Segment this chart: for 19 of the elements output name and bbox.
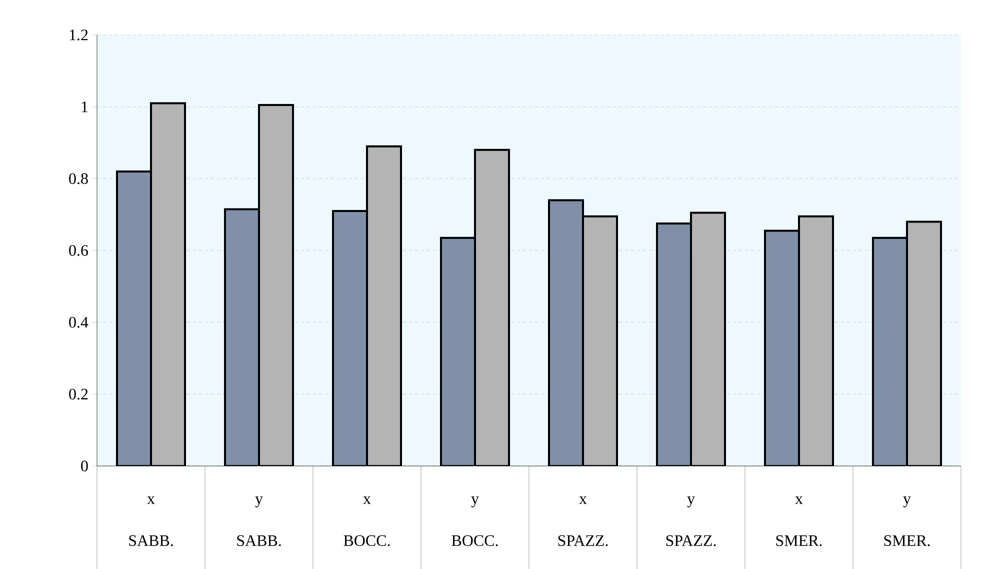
y-tick-label: 0.8 xyxy=(69,173,88,184)
category-label: x SMER. xyxy=(776,496,822,546)
bar xyxy=(548,199,584,466)
y-tick-label: 0.2 xyxy=(69,388,88,400)
category-label: x SPAZZ. xyxy=(558,496,608,546)
category-label: y SMER. xyxy=(884,496,930,546)
y-tick-label: 1 xyxy=(82,102,88,112)
bar xyxy=(474,148,510,466)
category-label: x SABB. xyxy=(129,496,173,546)
category-label: y BOCC. xyxy=(452,496,498,546)
category-label: y SPAZZ. xyxy=(666,496,716,546)
y-tick-label: 0 xyxy=(81,460,88,472)
y-tick-label: 0.4 xyxy=(69,316,88,328)
bar xyxy=(440,236,476,466)
category-label: y SABB. xyxy=(237,496,281,546)
y-tick-label: 0.6 xyxy=(69,245,88,256)
y-tick-label: 1.2 xyxy=(70,30,88,40)
category-label: x BOCC. xyxy=(344,496,390,546)
bar xyxy=(366,145,402,466)
